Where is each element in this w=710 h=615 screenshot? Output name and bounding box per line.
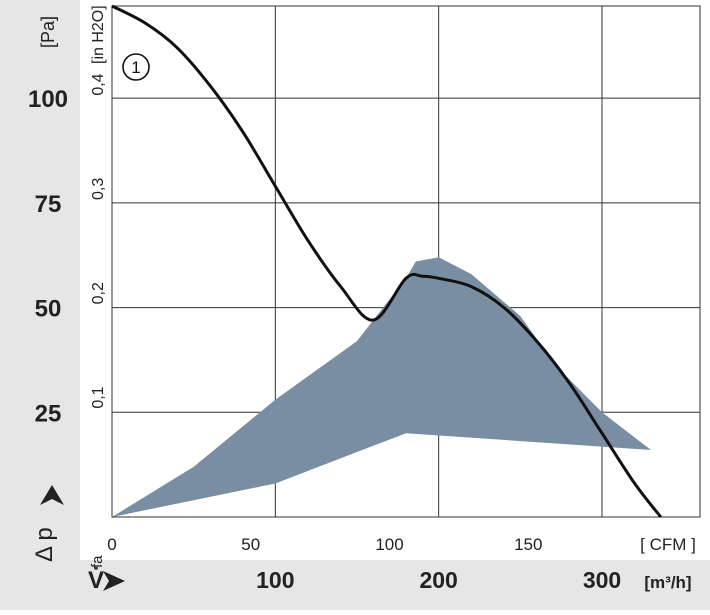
x-axis-symbol: V̇ bbox=[88, 567, 104, 594]
x-unit-cfm: [ CFM ] bbox=[640, 535, 696, 554]
x-tick-label-cfm-0: 0 bbox=[107, 535, 116, 554]
fan-curve-1 bbox=[111, 4, 662, 518]
y-axis-symbol: Δ p bbox=[31, 527, 58, 562]
y-tick-label-pa-25: 25 bbox=[35, 400, 62, 427]
x-tick-label-cfm-150: 150 bbox=[514, 535, 542, 554]
y-tick-label-inh2o-0,4: 0,4 bbox=[90, 73, 107, 95]
y-unit-pa: [Pa] bbox=[38, 16, 58, 48]
y-axis-arrow bbox=[40, 485, 64, 505]
y-unit-inh2o: [in H2O] bbox=[90, 5, 107, 64]
x-tick-label-cfm-100: 100 bbox=[375, 535, 403, 554]
x-axis-arrow bbox=[103, 571, 125, 591]
y-axis-subscript: fa bbox=[89, 555, 106, 568]
x-tick-label-m3h-200: 200 bbox=[419, 567, 457, 593]
y-tick-label-inh2o-0,2: 0,2 bbox=[90, 282, 107, 304]
x-unit-m3h: [m³/h] bbox=[644, 573, 691, 592]
y-tick-label-inh2o-0,3: 0,3 bbox=[90, 178, 107, 200]
curve-marker-circle bbox=[122, 53, 150, 81]
plot-border bbox=[111, 5, 701, 518]
y-tick-label-pa-75: 75 bbox=[35, 191, 62, 218]
x-tick-label-m3h-100: 100 bbox=[256, 567, 294, 593]
y-tick-label-inh2o-0,1: 0,1 bbox=[90, 386, 107, 408]
y-tick-label-pa-100: 100 bbox=[28, 86, 68, 113]
x-tick-label-cfm-50: 50 bbox=[241, 535, 260, 554]
y-axis-band bbox=[0, 0, 80, 565]
curve-marker-label: 1 bbox=[131, 58, 140, 77]
secondary-y-band bbox=[80, 0, 110, 520]
x-tick-label-m3h-300: 300 bbox=[583, 567, 621, 593]
x-axis-band bbox=[0, 560, 710, 610]
operating-area bbox=[112, 257, 651, 517]
y-tick-label-pa-50: 50 bbox=[35, 296, 62, 323]
